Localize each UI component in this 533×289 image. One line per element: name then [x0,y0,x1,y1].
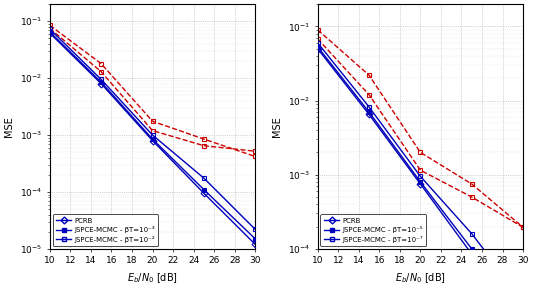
Y-axis label: MSE: MSE [272,116,282,137]
Legend: PCRB, JSPCE-MCMC - βT=10⁻³, JSPCE-MCMC - βT=10⁻²: PCRB, JSPCE-MCMC - βT=10⁻³, JSPCE-MCMC -… [53,214,158,246]
X-axis label: $E_b/N_0$ [dB]: $E_b/N_0$ [dB] [395,271,446,285]
Legend: PCRB, JSPCE-MCMC - βT=10⁻⁵, JSPCE-MCMC - βT=10⁻⁷: PCRB, JSPCE-MCMC - βT=10⁻⁵, JSPCE-MCMC -… [320,214,426,246]
Y-axis label: MSE: MSE [4,116,14,137]
X-axis label: $E_b/N_0$ [dB]: $E_b/N_0$ [dB] [127,271,178,285]
